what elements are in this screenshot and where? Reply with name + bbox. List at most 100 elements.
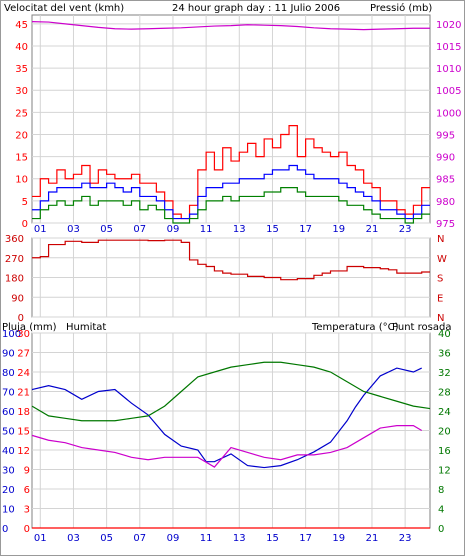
rain-tick-label: 9 — [24, 466, 30, 477]
wind-average-line — [32, 164, 430, 220]
direction-tick-label: 0 — [18, 313, 24, 324]
humidity-tick-label: 60 — [2, 407, 15, 418]
humidity-axis-title: Humitat — [66, 322, 106, 333]
humidity-tick-label: 90 — [2, 349, 15, 360]
x-tick-label: 05 — [100, 224, 113, 235]
x-tick-label: 19 — [332, 224, 345, 235]
x-tick-label: 23 — [399, 224, 412, 235]
humidity-tick-label: 0 — [2, 524, 8, 535]
humidity-tick-label: 40 — [2, 446, 15, 457]
temperature-tick-label: 20 — [438, 427, 451, 438]
direction-tick-label: 270 — [5, 254, 24, 265]
x-tick-label: 13 — [233, 224, 246, 235]
x-tick-label: 21 — [366, 224, 379, 235]
compass-tick-label: W — [437, 254, 447, 265]
x-tick-label: 03 — [67, 533, 80, 544]
x-tick-label: 03 — [67, 224, 80, 235]
rain-tick-label: 24 — [17, 368, 30, 379]
data-series — [31, 21, 431, 529]
compass-tick-label: S — [437, 274, 443, 285]
pressure-axis-title: Pressió (mb) — [370, 2, 432, 14]
humidity-tick-label: 10 — [2, 505, 15, 516]
x-tick-label: 19 — [332, 533, 345, 544]
humidity-line — [31, 367, 422, 469]
direction-tick-label: 90 — [11, 293, 24, 304]
x-tick-label: 09 — [167, 224, 180, 235]
temperature-tick-label: 16 — [438, 446, 451, 457]
pressure-tick-label: 1020 — [436, 20, 461, 31]
compass-tick-label: N — [437, 313, 444, 324]
temperature-tick-label: 36 — [438, 349, 451, 360]
pressure-line — [31, 21, 430, 31]
chart-title: 24 hour graph day : 11 Julio 2006 — [172, 3, 340, 14]
pressure-tick-label: 1015 — [436, 42, 461, 53]
pressure-tick-label: 980 — [436, 197, 455, 208]
pressure-tick-label: 995 — [436, 130, 455, 141]
tick-labels: 0101030305050707090911111313151517171919… — [2, 20, 461, 544]
direction-tick-label: 180 — [5, 274, 24, 285]
x-tick-label: 07 — [133, 533, 146, 544]
rain-tick-label: 0 — [24, 524, 30, 535]
humidity-tick-label: 70 — [2, 388, 15, 399]
x-tick-label: 07 — [133, 224, 146, 235]
humidity-tick-label: 80 — [2, 368, 15, 379]
temperature-tick-label: 4 — [438, 505, 444, 516]
x-tick-label: 17 — [299, 533, 312, 544]
rain-tick-label: 18 — [17, 407, 30, 418]
rain-tick-label: 27 — [17, 349, 30, 360]
humidity-tick-label: 50 — [2, 427, 15, 438]
wind-tick-label: 40 — [15, 42, 28, 53]
x-tick-label: 11 — [200, 533, 213, 544]
pressure-tick-label: 990 — [436, 153, 455, 164]
wind-tick-label: 20 — [15, 130, 28, 141]
wind-gust-line — [32, 125, 430, 220]
x-tick-label: 11 — [200, 224, 213, 235]
x-tick-label: 23 — [399, 533, 412, 544]
pressure-tick-label: 1010 — [436, 64, 461, 75]
temperature-tick-label: 0 — [438, 524, 444, 535]
x-tick-label: 01 — [34, 224, 47, 235]
temperature-tick-label: 28 — [438, 388, 451, 399]
wind-tick-label: 5 — [22, 197, 28, 208]
x-tick-label: 15 — [266, 533, 279, 544]
humidity-tick-label: 20 — [2, 485, 15, 496]
wind-tick-label: 35 — [15, 64, 28, 75]
rain-tick-label: 21 — [17, 388, 30, 399]
temperature-line — [31, 361, 431, 422]
temperature-axis-title: Temperatura (°C) — [311, 322, 399, 333]
x-tick-label: 05 — [100, 533, 113, 544]
x-tick-label: 17 — [299, 224, 312, 235]
wind-tick-label: 10 — [15, 175, 28, 186]
wind-low-line — [32, 186, 430, 224]
dewpoint-axis-title: Punt rosada — [392, 322, 451, 333]
temperature-tick-label: 32 — [438, 368, 451, 379]
direction-tick-label: 360 — [5, 234, 24, 245]
x-tick-label: 13 — [233, 533, 246, 544]
dewpoint-line — [31, 425, 423, 468]
pressure-tick-label: 975 — [436, 219, 455, 230]
x-tick-label: 01 — [34, 533, 47, 544]
rain-tick-label: 6 — [24, 485, 30, 496]
rain-tick-label: 30 — [17, 329, 30, 340]
rain-tick-label: 3 — [24, 505, 30, 516]
temperature-tick-label: 24 — [438, 407, 451, 418]
x-tick-label: 09 — [167, 533, 180, 544]
pressure-tick-label: 1005 — [436, 86, 461, 97]
humidity-tick-label: 30 — [2, 466, 15, 477]
temperature-tick-label: 12 — [438, 466, 451, 477]
temperature-tick-label: 8 — [438, 485, 444, 496]
compass-tick-label: E — [437, 293, 443, 304]
rain-axis-title: Pluja (mm) — [2, 322, 57, 333]
wind-direction-line — [32, 239, 430, 281]
compass-tick-label: N — [437, 234, 444, 245]
x-tick-label: 21 — [366, 533, 379, 544]
humidity-tick-label: 100 — [2, 329, 21, 340]
pressure-tick-label: 985 — [436, 175, 455, 186]
temperature-tick-label: 40 — [438, 329, 451, 340]
wind-tick-label: 45 — [15, 20, 28, 31]
pressure-tick-label: 1000 — [436, 108, 461, 119]
wind-tick-label: 0 — [22, 219, 28, 230]
rain-tick-label: 15 — [17, 427, 30, 438]
